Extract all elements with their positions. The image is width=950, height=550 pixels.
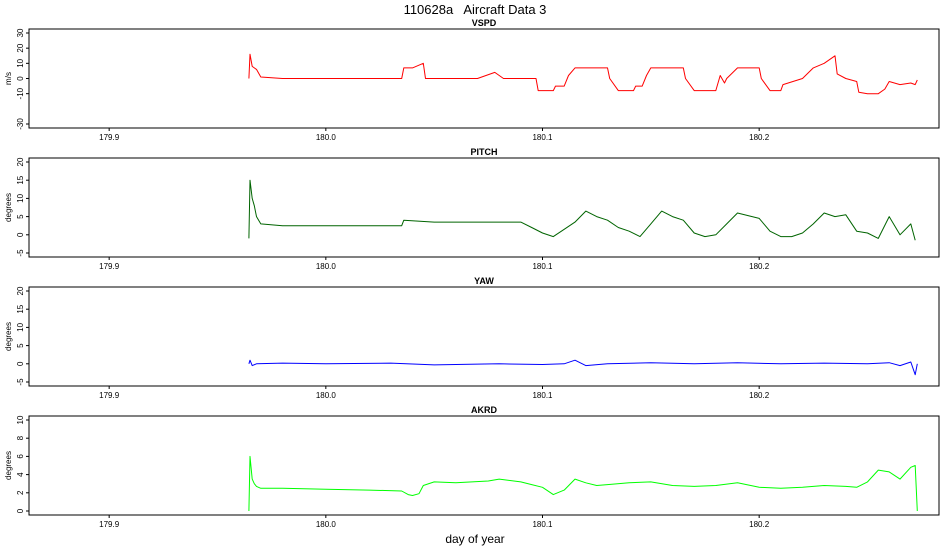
pitch-x-tick-label: 180.2 (749, 262, 770, 271)
akrd-y-axis-label: degrees (4, 451, 13, 480)
vspd-y-tick-label: 10 (16, 58, 25, 67)
akrd-y-tick-label: 0 (16, 508, 25, 513)
vspd-x-tick-label: 180.1 (532, 133, 553, 142)
yaw-x-tick-label: 180.2 (749, 391, 770, 400)
pitch-y-tick-label: 0 (16, 232, 25, 237)
akrd-y-tick-label: 4 (16, 472, 25, 477)
vspd-x-tick-label: 179.9 (99, 133, 120, 142)
akrd-x-tick-label: 180.1 (532, 520, 553, 529)
yaw-x-tick-label: 180.0 (316, 391, 337, 400)
yaw-panel-title: YAW (474, 276, 494, 286)
yaw-x-tick-label: 179.9 (99, 391, 120, 400)
vspd-y-axis-label: m/s (4, 72, 13, 85)
akrd-y-tick-label: 6 (16, 454, 25, 459)
yaw-y-tick-label: -5 (16, 378, 25, 386)
main-title: 110628a Aircraft Data 3 (403, 2, 547, 17)
vspd-y-tick-label: -30 (16, 118, 25, 130)
yaw-plot-frame (28, 286, 940, 387)
yaw-x-tick-label: 180.1 (532, 391, 553, 400)
x-axis-label: day of year (445, 532, 505, 546)
pitch-plot-frame (28, 157, 940, 258)
akrd-plot-frame (28, 415, 940, 516)
vspd-panel-title: VSPD (472, 18, 497, 28)
pitch-y-tick-label: 15 (16, 175, 25, 184)
pitch-x-tick-label: 180.1 (532, 262, 553, 271)
pitch-x-tick-label: 179.9 (99, 262, 120, 271)
yaw-y-tick-label: 20 (16, 286, 25, 295)
pitch-y-axis-label: degrees (4, 193, 13, 222)
vspd-series-line (248, 53, 918, 95)
vspd-y-tick-label: -10 (16, 87, 25, 99)
yaw-y-tick-label: 15 (16, 304, 25, 313)
yaw-y-tick-label: 5 (16, 343, 25, 348)
akrd-y-tick-label: 10 (16, 415, 25, 424)
akrd-y-tick-label: 8 (16, 435, 25, 440)
pitch-x-tick-label: 180.0 (316, 262, 337, 271)
pitch-y-tick-label: 20 (16, 157, 25, 166)
vspd-y-tick-label: 30 (16, 28, 25, 37)
yaw-y-axis-label: degrees (4, 322, 13, 351)
vspd-y-tick-label: 0 (16, 76, 25, 81)
akrd-series-line (248, 455, 918, 512)
vspd-x-tick-label: 180.0 (316, 133, 337, 142)
akrd-x-tick-label: 180.0 (316, 520, 337, 529)
akrd-y-tick-label: 2 (16, 490, 25, 495)
pitch-panel-title: PITCH (471, 147, 498, 157)
yaw-series-line (248, 359, 918, 376)
vspd-x-tick-label: 180.2 (749, 133, 770, 142)
yaw-y-tick-label: 10 (16, 322, 25, 331)
akrd-x-tick-label: 180.2 (749, 520, 770, 529)
akrd-panel-title: AKRD (471, 405, 497, 415)
pitch-series-line (248, 179, 916, 241)
pitch-y-tick-label: 10 (16, 193, 25, 202)
pitch-y-tick-label: -5 (16, 249, 25, 257)
vspd-y-tick-label: 20 (16, 43, 25, 52)
akrd-x-tick-label: 179.9 (99, 520, 120, 529)
yaw-y-tick-label: 0 (16, 361, 25, 366)
pitch-y-tick-label: 5 (16, 214, 25, 219)
